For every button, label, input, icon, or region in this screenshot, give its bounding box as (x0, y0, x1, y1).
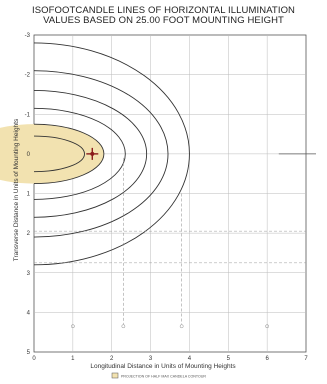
isofootcandle-contours (33, 42, 190, 266)
x-axis-label: Longitudinal Distance in Units of Mounti… (90, 363, 236, 370)
y-tick-label: -1 (25, 112, 31, 118)
chart-annotations (34, 147, 316, 329)
half-max-fill (0, 124, 104, 184)
y-tick-label: -2 (25, 73, 31, 79)
y-tick-label: 1 (27, 192, 31, 198)
reference-marker (179, 324, 184, 329)
reference-marker (71, 324, 75, 329)
contour-line (33, 70, 169, 238)
y-tick-label: 0 (27, 152, 31, 158)
fixture-point (90, 151, 95, 156)
y-axis-label: Transverse Distance in Units of Mounting… (13, 118, 20, 261)
reference-marker (265, 324, 269, 329)
chart-title: ISOFOOTCANDLE LINES OF HORIZONTAL ILLUMI… (31, 5, 296, 16)
half-max-candela-area (0, 124, 104, 184)
y-tick-label: -3 (25, 33, 31, 39)
y-tick-label: 4 (27, 310, 31, 316)
tick-labels: 0 1 2 3 4 5 6 7 -3 -2 -1 0 1 2 3 4 5 (25, 33, 309, 362)
y-tick-label: 3 (27, 271, 31, 277)
y-tick-label: 2 (27, 231, 31, 237)
legend-label: PROJECTION OF HALF MAX CANDELA CONTOUR (121, 375, 206, 379)
x-tick-label: 6 (265, 356, 269, 362)
y-tick-label: 5 (27, 350, 31, 356)
contour-line (33, 90, 148, 218)
contour-line (33, 123, 105, 185)
contour-line (33, 107, 126, 200)
x-tick-label: 1 (71, 356, 75, 362)
chart-subtitle: VALUES BASED ON 25.00 FOOT MOUNTING HEIG… (43, 15, 284, 26)
x-tick-label: 0 (32, 356, 36, 362)
x-tick-label: 2 (110, 356, 114, 362)
contour-line (33, 42, 190, 266)
legend-swatch (111, 372, 119, 379)
x-tick-label: 3 (149, 356, 153, 362)
x-tick-label: 5 (227, 356, 231, 362)
contour-line (33, 135, 85, 173)
x-tick-label: 4 (188, 356, 192, 362)
x-tick-label: 7 (304, 356, 308, 362)
grid (33, 34, 307, 353)
reference-marker (121, 324, 126, 329)
